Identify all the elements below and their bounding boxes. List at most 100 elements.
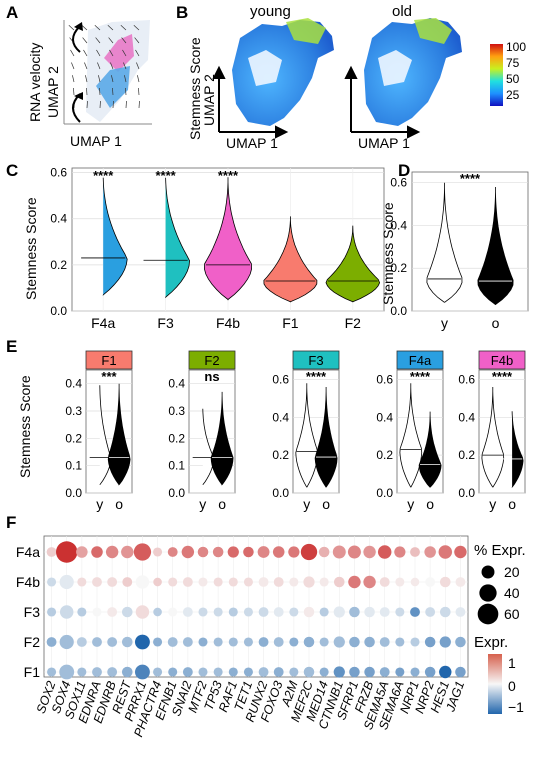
dot-F4b-JAG1 (456, 577, 466, 587)
dot-F4b-SEMA5A (380, 577, 390, 587)
color-legend-tick: 0 (508, 678, 516, 694)
velocity-arrow (69, 25, 74, 30)
y-tick-label: 0.2 (65, 431, 82, 445)
significance-label: **** (410, 369, 431, 384)
dot-F2-NRP1 (410, 637, 419, 646)
dot-F4a-MTF2 (198, 547, 209, 558)
significance-label: **** (492, 369, 513, 384)
dot-F2-A2M (289, 637, 298, 646)
dot-F2-SEMA6A (395, 637, 404, 646)
dot-F3-REST (122, 607, 133, 618)
significance-label: **** (155, 168, 176, 183)
x-tick-label: y (441, 315, 448, 331)
y-tick-label: 0.4 (376, 410, 393, 424)
facet-label: F4a (409, 353, 432, 368)
dot-F3-CTNNB1 (334, 606, 345, 617)
dot-F4a-SEMA6A (394, 546, 405, 557)
dot-F1-MED14 (320, 667, 329, 676)
row-label: F3 (24, 604, 41, 620)
dot-F3-EDNRB (107, 607, 117, 617)
dot-F4a-MEF2C (301, 544, 317, 560)
dot-F3-PRRX1 (136, 605, 149, 618)
dot-F4b-PHACTR4 (153, 578, 162, 587)
dot-F1-PHACTR4 (153, 667, 162, 676)
y-tick-label: 0.1 (168, 459, 185, 473)
dot-F4a-NRP2 (424, 546, 436, 558)
y-tick-label: 0.6 (390, 176, 407, 190)
size-legend-dot (479, 584, 496, 601)
dotplot-f: SOX2SOX4SOX11EDNRAEDNRBRESTPRRX1PHACTR4E… (16, 536, 526, 739)
dot-F4a-JAG1 (454, 546, 466, 558)
dot-F4b-TET1 (244, 577, 253, 586)
size-legend-label: 60 (504, 606, 520, 622)
dot-F4a-EDNRA (91, 546, 103, 558)
y-tick-label: 0.6 (50, 166, 67, 180)
row-label: F4a (16, 544, 40, 560)
dot-F4b-NRP1 (411, 578, 420, 587)
significance-label: **** (460, 171, 481, 186)
x-tick-label: y (407, 496, 414, 512)
x-tick-label: o (115, 496, 123, 512)
stemness-colorbar (490, 44, 503, 106)
y-tick-label: 0.6 (272, 372, 289, 386)
velocity-arrow (83, 50, 87, 56)
dot-F4a-PRRX1 (134, 543, 151, 560)
dot-F4b-NRP2 (425, 577, 435, 587)
dot-F1-EDNRB (107, 667, 117, 677)
y-tick-label: 0.2 (458, 448, 475, 462)
velocity-arrow (85, 75, 87, 82)
dot-F3-SNAI2 (183, 607, 193, 617)
dot-F4a-PHACTR4 (153, 547, 162, 556)
dot-F1-FRZB (364, 667, 375, 678)
significance-label: **** (93, 168, 114, 183)
significance-label: **** (218, 168, 239, 183)
umap-old (364, 18, 462, 126)
size-legend-label: 20 (504, 564, 520, 580)
dot-F1-EFNB1 (168, 667, 177, 676)
dot-F2-TP53 (214, 637, 223, 646)
size-legend-label: 40 (504, 585, 520, 601)
dot-F4b-FRZB (363, 576, 375, 588)
dot-F4b-MEF2C (303, 576, 314, 587)
expr-colorbar (488, 654, 502, 714)
dot-F2-FOXO3 (274, 637, 284, 647)
velocity-arrow (72, 75, 74, 82)
x-tick-label: o (492, 315, 500, 331)
umap-title-young: young (250, 3, 291, 20)
panel-label-f: F (6, 513, 16, 532)
dot-F3-A2M (289, 607, 298, 616)
y-tick-label: 0.2 (272, 448, 289, 462)
panel-label-c: C (6, 161, 18, 180)
dot-F4b-SFRP1 (348, 576, 360, 588)
panel-label-b: B (176, 3, 188, 22)
x-tick-label: F4a (91, 315, 115, 331)
y-tick-label: 0.3 (168, 404, 185, 418)
dot-F4a-A2M (288, 546, 299, 557)
dot-F1-SOX4 (59, 665, 74, 680)
umap2-label-a: UMAP 2 (45, 66, 61, 118)
dot-F2-EDNRB (107, 637, 117, 647)
x-tick-label: F2 (345, 315, 362, 331)
umap-title-old: old (392, 3, 412, 20)
dot-F4b-TP53 (214, 577, 223, 586)
umap-velocity-plot (64, 20, 152, 124)
dot-F3-SFRP1 (349, 607, 360, 618)
umap1-label-old: UMAP 1 (358, 135, 410, 151)
dot-F4b-EDNRA (92, 577, 102, 587)
dot-F4a-MED14 (319, 547, 330, 558)
velocity-arrow (70, 50, 74, 56)
dot-F1-HES1 (439, 666, 451, 678)
dot-F3-SEMA6A (395, 607, 404, 616)
dot-F1-JAG1 (455, 667, 466, 678)
dot-F2-EFNB1 (168, 637, 178, 647)
facet-label: F4b (491, 353, 513, 368)
x-tick-label: y (96, 496, 103, 512)
dot-F3-SEMA5A (380, 607, 390, 617)
dot-F4a-FOXO3 (273, 546, 285, 558)
significance-label: *** (101, 369, 117, 384)
dot-F1-NRP1 (410, 667, 419, 676)
dot-F4b-SOX2 (47, 577, 56, 586)
dot-F4a-HES1 (439, 545, 452, 558)
dot-F4b-MED14 (320, 577, 329, 586)
